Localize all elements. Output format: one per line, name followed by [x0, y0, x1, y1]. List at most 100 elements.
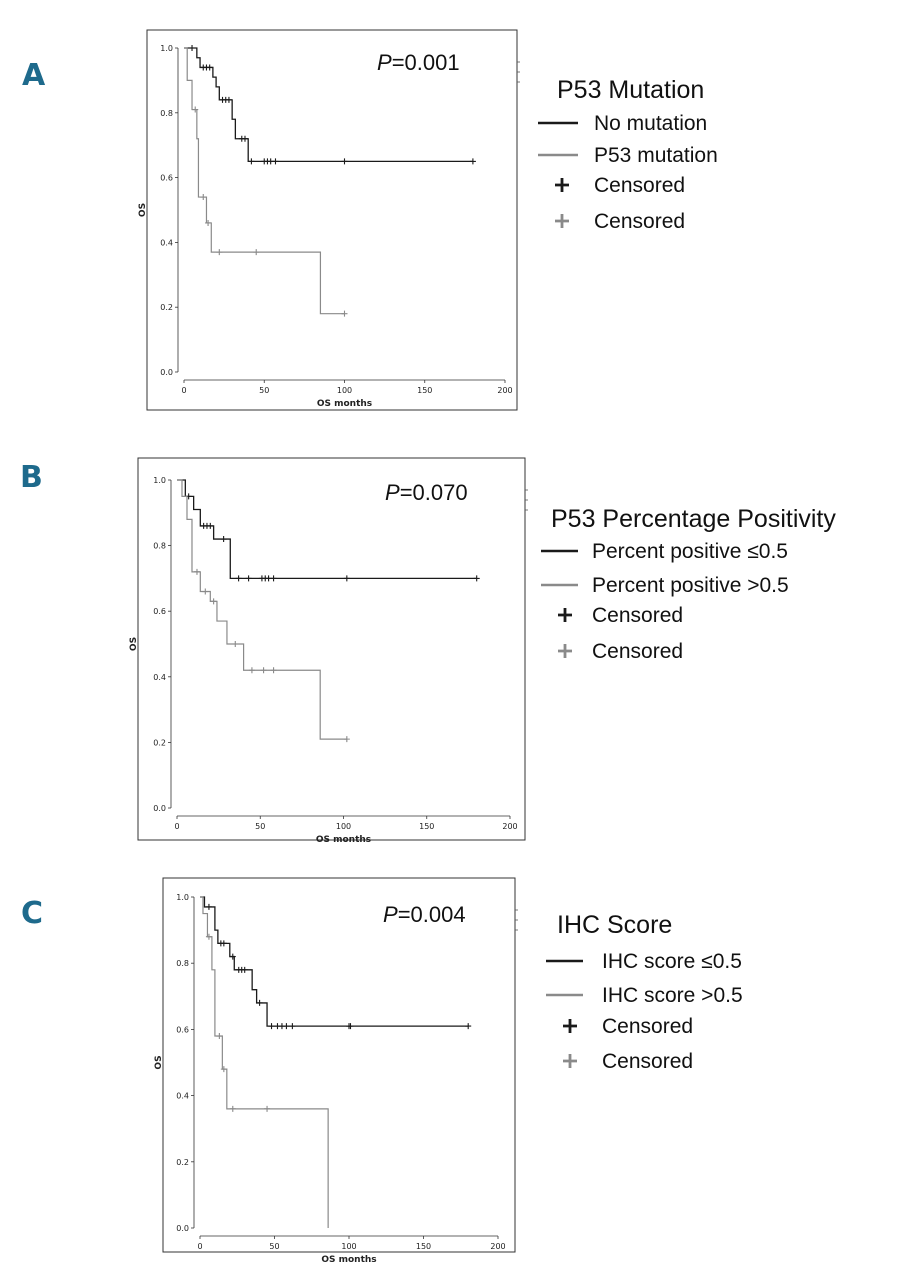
legend-title: P53 Percentage Positivity: [551, 505, 836, 533]
censor-mark: [260, 667, 267, 674]
x-tick-label: 50: [259, 386, 269, 395]
x-axis-label: OS months: [321, 1255, 376, 1265]
censor-mark: [205, 219, 212, 226]
km-curve-group2: [200, 896, 329, 1228]
y-axis-label: OS: [154, 1055, 164, 1069]
legend-label: P53 mutation: [594, 144, 718, 167]
legend: P53 Mutation No mutation P53 mutation Censo…: [538, 76, 718, 233]
p-value-prefix: P: [377, 50, 392, 75]
p-value-number: =0.070: [400, 480, 468, 505]
y-axis-label: OS: [138, 203, 148, 217]
p-value: P=0.004: [383, 902, 466, 927]
censor-mark: [229, 953, 236, 960]
km-curve-group2: [177, 479, 347, 740]
y-tick-label: 0.0: [153, 804, 166, 813]
legend: IHC Score IHC score ≤0.5 IHC score >0.5 Cen…: [546, 911, 743, 1073]
censor-mark: [220, 940, 227, 947]
x-tick-label: 100: [337, 386, 352, 395]
censor-mark: [207, 522, 214, 529]
x-tick-label: 50: [269, 1242, 279, 1251]
censor-mark: [220, 536, 227, 543]
legend-label: IHC score ≤0.5: [602, 950, 742, 973]
panel-letter: B: [20, 460, 43, 495]
censor-mark: [245, 575, 252, 582]
censor-mark: [347, 1023, 354, 1030]
legend: P53 Percentage Positivity Percent positiv…: [541, 505, 836, 663]
y-axis-label: OS: [129, 637, 139, 651]
censor-mark: [241, 966, 248, 973]
legend-label: IHC score >0.5: [602, 984, 743, 1007]
censor-mark: [272, 158, 279, 165]
censor-mark: [341, 158, 348, 165]
legend-title: P53 Mutation: [557, 76, 704, 104]
legend-label: Censored: [594, 210, 685, 233]
censor-mark: [469, 158, 476, 165]
y-tick-label: 0.4: [176, 1092, 189, 1101]
x-tick-label: 150: [416, 1242, 431, 1251]
legend-label: Censored: [602, 1015, 693, 1038]
y-tick-label: 0.4: [160, 238, 173, 247]
p-value: P=0.070: [385, 480, 468, 505]
x-axis-label: OS months: [317, 399, 372, 409]
plot-frame: [146, 29, 518, 411]
censor-mark: [473, 575, 480, 582]
legend-label: Censored: [592, 604, 683, 627]
censor-mark: [248, 158, 255, 165]
p-value-prefix: P: [383, 902, 398, 927]
censor-mark: [343, 575, 350, 582]
x-tick-label: 200: [497, 386, 512, 395]
censor-mark: [225, 96, 232, 103]
censor-mark: [264, 1105, 271, 1112]
censor-mark: [205, 903, 212, 910]
x-tick-label: 0: [197, 1242, 202, 1251]
y-tick-label: 0.8: [153, 542, 166, 551]
y-tick-label: 0.4: [153, 673, 166, 682]
censor-mark: [210, 598, 217, 605]
y-tick-label: 0.8: [160, 109, 173, 118]
y-tick-label: 0.2: [160, 303, 173, 312]
censor-mark: [270, 575, 277, 582]
legend-label: Censored: [602, 1050, 693, 1073]
censor-mark: [341, 310, 348, 317]
legend-label: Censored: [592, 640, 683, 663]
x-tick-label: 150: [417, 386, 432, 395]
y-tick-label: 0.8: [176, 959, 189, 968]
y-tick-label: 0.0: [176, 1224, 189, 1233]
legend-swatch-plus: [558, 644, 572, 658]
panel-a: A 0.0 0.2 0.4 0.6 0.8 1.0 0 50 100 150 200 OS months…: [22, 29, 718, 411]
p-value: P=0.001: [377, 50, 460, 75]
x-tick-label: 0: [181, 386, 186, 395]
y-tick-label: 1.0: [176, 893, 189, 902]
censor-mark: [216, 249, 223, 256]
x-tick-label: 200: [490, 1242, 505, 1251]
legend-label: Censored: [594, 174, 685, 197]
censor-mark: [220, 1066, 227, 1073]
censor-mark: [229, 1105, 236, 1112]
y-tick-label: 0.2: [176, 1158, 189, 1167]
legend-label: Percent positive ≤0.5: [592, 540, 788, 563]
plot-frame: [137, 457, 526, 841]
x-tick-label: 100: [341, 1242, 356, 1251]
y-tick-label: 0.2: [153, 738, 166, 747]
censor-mark: [241, 135, 248, 142]
legend-swatch-plus: [563, 1054, 577, 1068]
p-value-number: =0.004: [398, 902, 466, 927]
legend-label: Percent positive >0.5: [592, 574, 789, 597]
km-curve-group2: [184, 47, 345, 315]
censor-mark: [206, 64, 213, 71]
x-tick-label: 0: [174, 822, 179, 831]
censor-mark: [216, 1033, 223, 1040]
x-axis-label: OS months: [316, 835, 371, 845]
censor-mark: [270, 667, 277, 674]
x-tick-label: 200: [502, 822, 517, 831]
km-curve-group1: [184, 47, 473, 163]
censor-mark: [289, 1023, 296, 1030]
censor-mark: [193, 568, 200, 575]
censor-mark: [343, 736, 350, 743]
censor-mark: [232, 641, 239, 647]
panel-b: B 0.0 0.2 0.4 0.6 0.8 1.0 0 50 100 150 200 OS months…: [20, 457, 836, 845]
censor-mark: [189, 45, 196, 51]
y-tick-label: 0.6: [153, 607, 166, 616]
censor-mark: [192, 106, 199, 113]
